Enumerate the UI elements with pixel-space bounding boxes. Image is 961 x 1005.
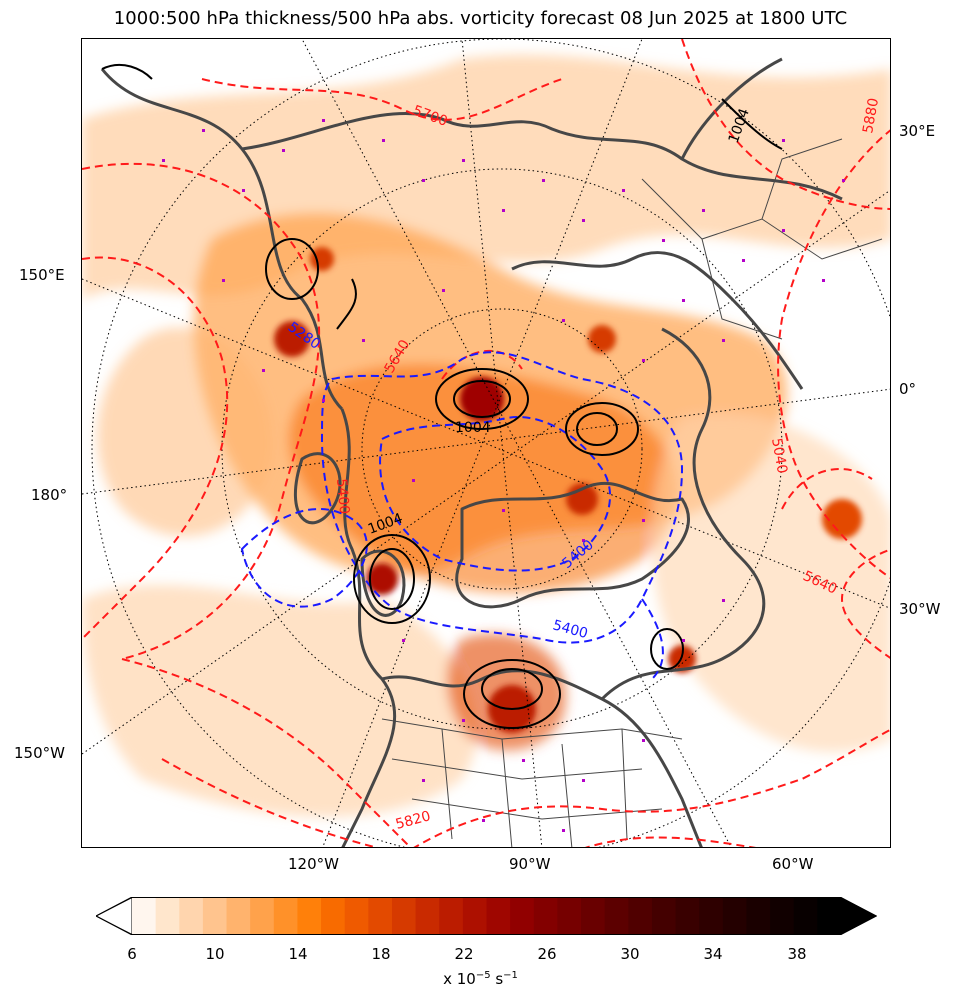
station-markers (162, 119, 845, 832)
bottom-lon-label: 60°W (772, 855, 814, 873)
map-panel[interactable]: 5400 5280 5400 5640 5880 5820 5700 5040 … (81, 38, 891, 848)
left-lon-label: 150°E (19, 266, 65, 284)
left-lon-label: 180° (31, 486, 68, 504)
colorbar-svg (94, 896, 878, 936)
colorbar-tick: 26 (537, 945, 557, 963)
colorbar-swatch (344, 897, 369, 935)
pressure-label-1: 1004 (455, 420, 491, 436)
contour-label-red-3: 5820 (394, 808, 433, 833)
contour-label-red-7: 5400 (333, 478, 352, 515)
colorbar-swatch (321, 897, 346, 935)
graticule (82, 39, 890, 847)
colorbar-swatch (604, 897, 629, 935)
colorbar-swatch (179, 897, 204, 935)
colorbar-tick: 22 (454, 945, 474, 963)
contour-label-blue-1: 5400 (551, 617, 590, 642)
colorbar-tick: 6 (127, 945, 137, 963)
colorbar-swatch (533, 897, 558, 935)
thickness-contours-warm (82, 39, 890, 847)
thickness-contours-cold (240, 351, 684, 680)
colorbar-swatch (651, 897, 677, 935)
colorbar-swatch (155, 897, 180, 935)
contour-label-red-2: 5880 (860, 97, 882, 135)
colorbar-swatch (250, 897, 275, 935)
vorticity-cores (274, 247, 862, 733)
vorticity-shading (82, 54, 890, 817)
colorbar-swatch (273, 897, 298, 935)
bottom-lon-label: 120°W (288, 855, 339, 873)
colorbar-swatch (557, 897, 582, 935)
colorbar-swatch (391, 897, 417, 935)
colorbar-swatch (675, 897, 700, 935)
colorbar-swatch (722, 897, 747, 935)
colorbar-swatch (462, 897, 487, 935)
colorbar-swatch (226, 897, 251, 935)
colorbar-extend-low (94, 896, 133, 936)
colorbar-swatch (415, 897, 440, 935)
colorbar-outline (94, 897, 878, 935)
right-lon-label: 0° (899, 380, 917, 398)
borders (381, 138, 883, 847)
colorbar-swatch (628, 897, 653, 935)
colorbar-swatch (581, 897, 606, 935)
colorbar-tick: 10 (205, 945, 225, 963)
colorbar-swatch (297, 897, 322, 935)
colorbar-swatch (439, 897, 464, 935)
pressure-contours (101, 63, 783, 729)
left-lon-label: 150°W (14, 744, 65, 762)
right-lon-label: 30°E (899, 122, 936, 140)
colorbar-swatch (368, 897, 393, 935)
colorbar-swatch (202, 897, 228, 935)
colorbar-swatch (770, 897, 795, 935)
colorbar-tick: 34 (703, 945, 723, 963)
contour-label-red-5: 5040 (768, 437, 790, 475)
colorbar-swatch (793, 897, 818, 935)
colorbar-swatch (746, 897, 771, 935)
coastlines (100, 57, 843, 847)
colorbar-unit-label: x 10−5 s−1 (443, 970, 518, 988)
colorbar-tick: 18 (371, 945, 391, 963)
colorbar-swatch (510, 897, 535, 935)
colorbar-tick: 38 (787, 945, 807, 963)
colorbar-tick: 30 (620, 945, 640, 963)
colorbar-extend-high (841, 897, 877, 935)
map-canvas: 5400 5280 5400 5640 5880 5820 5700 5040 … (82, 39, 890, 847)
colorbar-swatch (132, 897, 157, 935)
colorbar-swatch (817, 897, 842, 935)
colorbar-tick: 14 (288, 945, 308, 963)
colorbar-swatch (486, 897, 511, 935)
map-title: 1000:500 hPa thickness/500 hPa abs. vort… (113, 8, 848, 29)
colorbar (94, 896, 878, 936)
right-lon-label: 30°W (899, 600, 941, 618)
bottom-lon-label: 90°W (509, 855, 551, 873)
colorbar-swatch (699, 897, 724, 935)
